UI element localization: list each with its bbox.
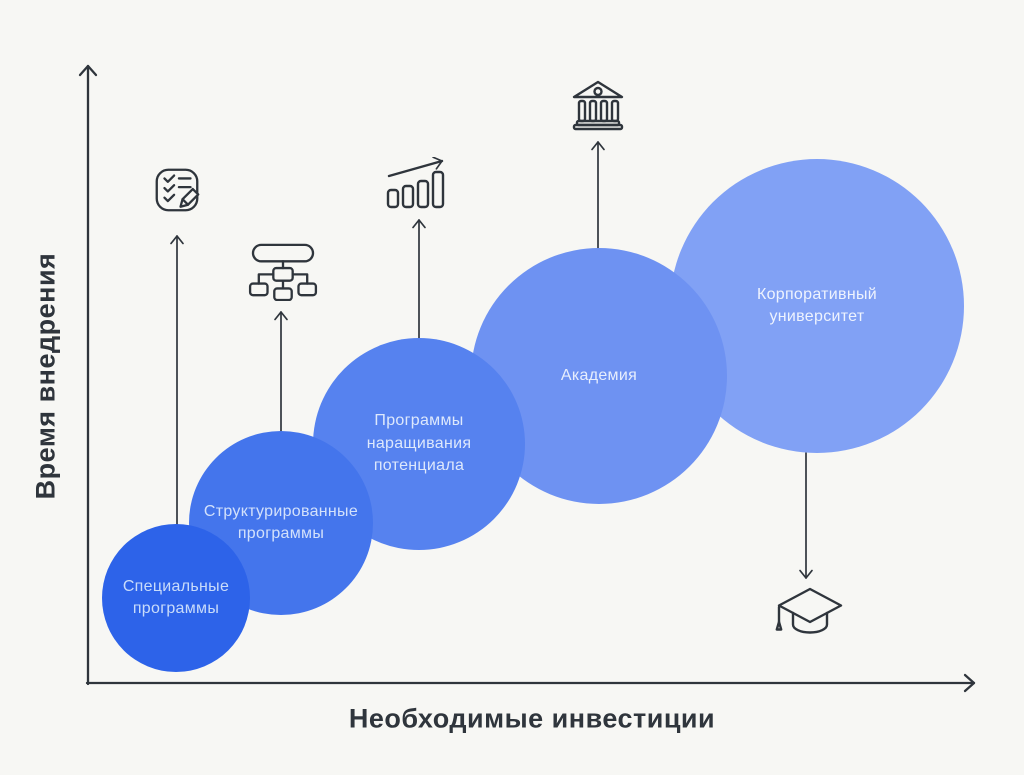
bubble-label: Академия	[560, 366, 638, 384]
org-chart-icon	[248, 243, 318, 301]
checklist-icon	[155, 168, 200, 212]
bar-chart-growth-icon	[386, 157, 445, 209]
y-axis-label: Время внедрения	[30, 252, 61, 500]
bank-icon	[572, 80, 624, 131]
bubble-label: Специальные программы	[122, 577, 230, 617]
bubble-label: Корпоративный университет	[756, 285, 878, 325]
bubble-label: Структурированные программы	[203, 502, 359, 542]
bubble-special-programs: Специальные программы	[102, 524, 250, 672]
x-axis-label: Необходимые инвестиции	[348, 703, 716, 734]
graduation-cap-icon	[775, 587, 843, 634]
bubble-label: Программы наращивания потенциала	[366, 412, 472, 475]
bubble-academy: Академия	[471, 248, 727, 504]
